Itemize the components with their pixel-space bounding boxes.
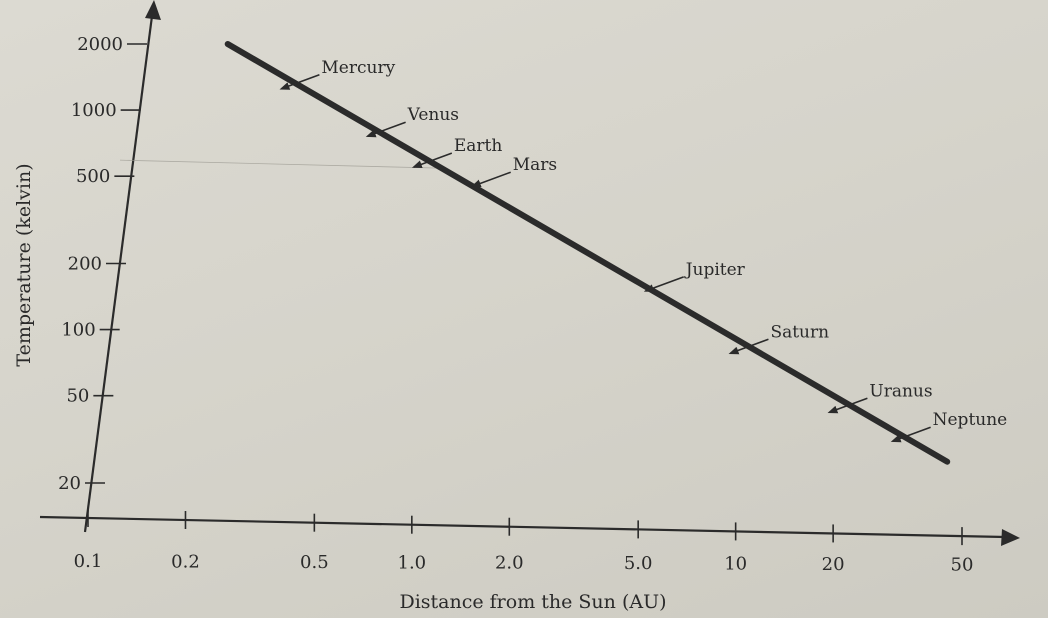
planet-annotation: Mercury <box>279 58 396 90</box>
planet-annotations: Mercury Venus Earth Mars Jupiter Saturn Uranus… <box>279 58 1008 443</box>
planet-label: Mars <box>513 155 557 175</box>
y-axis-line <box>83 15 154 533</box>
x-tick-label: 1.0 <box>398 552 427 573</box>
y-axis-arrowhead <box>145 0 161 20</box>
y-tick-label: 20 <box>58 473 81 494</box>
ticks: 0.1 0.2 0.5 1.0 2.0 5.0 10 20 50 20 50 100 200 500 100… <box>58 34 973 575</box>
planet-annotation: Venus <box>365 105 459 138</box>
x-tick-label: 2.0 <box>495 553 524 574</box>
annotation-arrow <box>890 426 931 443</box>
x-tick-label: 50 <box>951 554 974 575</box>
annotation-arrow <box>643 276 684 292</box>
x-tick-label: 5.0 <box>624 553 653 574</box>
y-tick-label: 50 <box>66 386 89 407</box>
planet-label: Uranus <box>869 381 932 401</box>
y-tick-label: 2000 <box>77 34 123 55</box>
x-tick-label: 0.1 <box>74 551 103 572</box>
x-tick-label: 0.2 <box>171 551 200 572</box>
y-tick-label: 500 <box>76 166 110 187</box>
x-axis-arrowhead <box>1001 529 1020 546</box>
planet-label: Saturn <box>770 322 829 342</box>
annotation-arrow <box>728 338 769 355</box>
x-axis-title: Distance from the Sun (AU) <box>399 591 666 613</box>
planet-label: Venus <box>407 105 459 125</box>
x-tick-label: 10 <box>724 554 747 575</box>
planet-annotation: Neptune <box>890 410 1008 443</box>
faint-reference-line <box>119 159 441 169</box>
x-tick-label: 20 <box>822 554 845 575</box>
x-axis-line <box>39 515 1006 539</box>
annotation-arrow <box>470 171 511 188</box>
temperature-line <box>224 41 951 465</box>
planet-label: Jupiter <box>684 260 746 280</box>
planet-label: Neptune <box>933 410 1008 430</box>
planet-label: Earth <box>454 136 503 156</box>
x-tick-label: 0.5 <box>300 552 329 573</box>
annotation-arrow <box>411 152 453 169</box>
axes <box>39 0 1020 546</box>
planet-label: Mercury <box>321 58 395 78</box>
planet-annotation: Mars <box>470 155 557 188</box>
planet-annotation: Uranus <box>827 381 933 414</box>
annotation-arrow <box>827 397 868 414</box>
planet-annotation: Saturn <box>728 322 829 355</box>
planet-annotation: Jupiter <box>643 260 746 292</box>
data-line-layer <box>224 41 951 465</box>
planet-annotation: Earth <box>411 136 503 169</box>
y-tick-label: 100 <box>61 320 95 341</box>
y-tick-label: 200 <box>68 254 102 275</box>
annotation-arrow <box>279 74 320 90</box>
annotation-arrow <box>365 121 406 138</box>
y-tick-label: 1000 <box>71 100 117 121</box>
y-axis-title: Temperature (kelvin) <box>13 163 35 366</box>
